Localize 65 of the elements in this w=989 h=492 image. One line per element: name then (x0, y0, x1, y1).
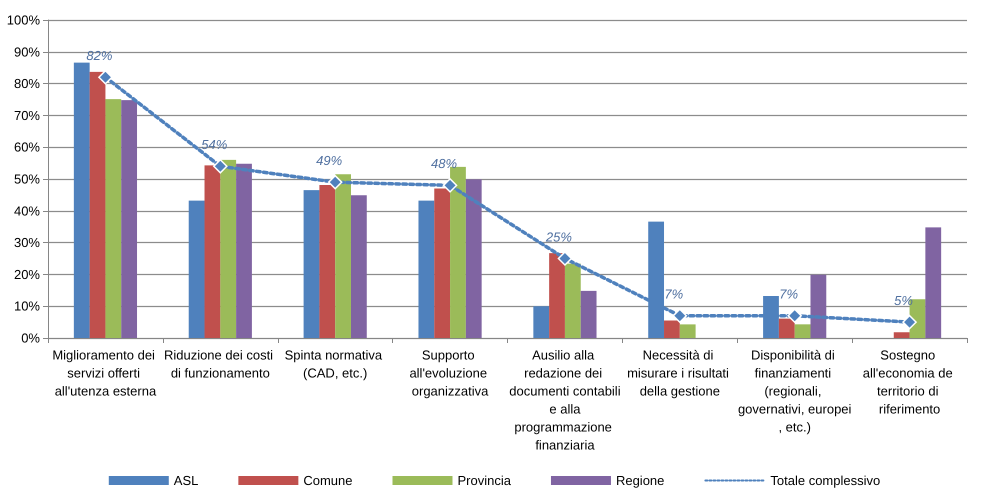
legend-label: Totale complessivo (770, 473, 880, 488)
x-tick-label: Riduzione dei costi di funzionamento (164, 348, 277, 380)
bar (549, 253, 565, 338)
bar (664, 320, 680, 338)
y-tick-label: 30% (14, 235, 40, 250)
bar (335, 174, 351, 338)
y-tick-label: 60% (14, 140, 40, 155)
bar (894, 332, 910, 338)
bar (188, 200, 205, 338)
bar (418, 200, 434, 338)
point (213, 159, 228, 174)
point (558, 251, 572, 266)
y-tick-label: 0% (21, 330, 40, 346)
bar (319, 185, 336, 338)
bar (810, 274, 826, 338)
point (902, 314, 917, 330)
y-tick-label: 90% (14, 44, 40, 60)
y-tick-label: 50% (14, 172, 40, 186)
y-tick-label: 70% (14, 108, 40, 123)
point (787, 308, 802, 323)
point (328, 174, 342, 190)
legend-label: Regione (616, 473, 664, 488)
y-tick-label: 20% (14, 266, 40, 282)
bar (680, 324, 696, 338)
legend-label: Comune (303, 473, 352, 488)
data-label: 49% (316, 152, 342, 168)
x-tick-label: Miglioramento dei servizi offerti all'utenza esterna (52, 348, 159, 398)
y-tick-label: 80% (14, 76, 40, 92)
data-label: 48% (431, 156, 458, 172)
x-tick-label: Supporto all'evoluzione organizzativa (409, 348, 491, 398)
y-tick-label: 10% (14, 298, 40, 314)
bar (350, 195, 367, 338)
point (98, 70, 113, 84)
bar (564, 264, 581, 338)
y-tick-label: 40% (14, 203, 40, 218)
bar (778, 318, 795, 338)
legend-label: Provincia (457, 473, 512, 488)
data-label: 7% (779, 286, 798, 302)
bar (580, 290, 597, 338)
legend-label: ASL (174, 473, 198, 488)
data-label: 25% (544, 229, 572, 244)
x-tick-label: Disponibilità di finanziamenti (regionali, governativi, europei, etc.) (738, 348, 852, 434)
x-tick-label: Sostegno all'economia de territorio di riferimento (862, 348, 956, 416)
x-tick-label: Necessità di misurare i risultati della gestione (627, 348, 733, 398)
point (442, 178, 458, 193)
bar (304, 190, 320, 338)
x-tick-label: Spinta normativa (CAD, etc.) (284, 348, 386, 380)
data-label: 5% (894, 292, 913, 308)
data-label: 7% (664, 286, 684, 302)
bar (794, 324, 810, 338)
bar (105, 99, 122, 338)
point (672, 308, 688, 323)
bar (533, 306, 550, 338)
bar (434, 188, 450, 338)
bar (450, 166, 466, 338)
bar (466, 179, 482, 338)
bar (121, 100, 138, 338)
x-tick-label: Ausilio alla redazione dei documenti contabili e alla programmazione finanziaria (509, 348, 621, 452)
y-tick-label: 100% (6, 12, 40, 28)
bar (236, 164, 252, 338)
bar (220, 160, 236, 338)
bar (74, 62, 90, 338)
bar (925, 227, 942, 338)
bar (90, 72, 106, 338)
bar (204, 165, 220, 338)
